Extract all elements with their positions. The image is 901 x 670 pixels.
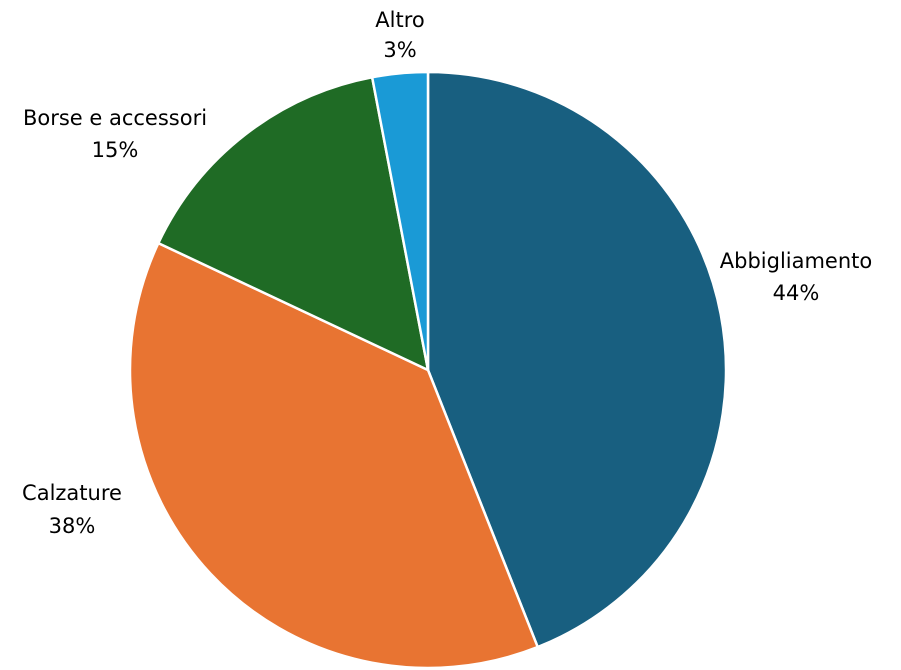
- pie-slice-altro: [370, 70, 430, 372]
- slice-label-calzature: Calzature: [22, 481, 122, 505]
- pie-slices: [128, 70, 728, 670]
- slice-value-label-abbigliamento: 44%: [773, 281, 820, 305]
- slice-value-label-altro: 3%: [383, 38, 416, 62]
- slice-label-borse-e-accessori: Borse e accessori: [23, 106, 207, 130]
- slice-label-abbigliamento: Abbigliamento: [720, 249, 873, 273]
- pie-slice-borse-e-accessori: [157, 76, 430, 372]
- slice-label-altro: Altro: [375, 8, 424, 32]
- slice-value-label-calzature: 38%: [49, 514, 96, 538]
- slice-labels: Abbigliamento 44% Calzature 38% Borse e acce…: [22, 8, 872, 538]
- pie-slice-calzature: [128, 241, 539, 670]
- slice-value-label-borse-e-accessori: 15%: [92, 138, 139, 162]
- pie-slice-abbigliamento: [426, 70, 728, 649]
